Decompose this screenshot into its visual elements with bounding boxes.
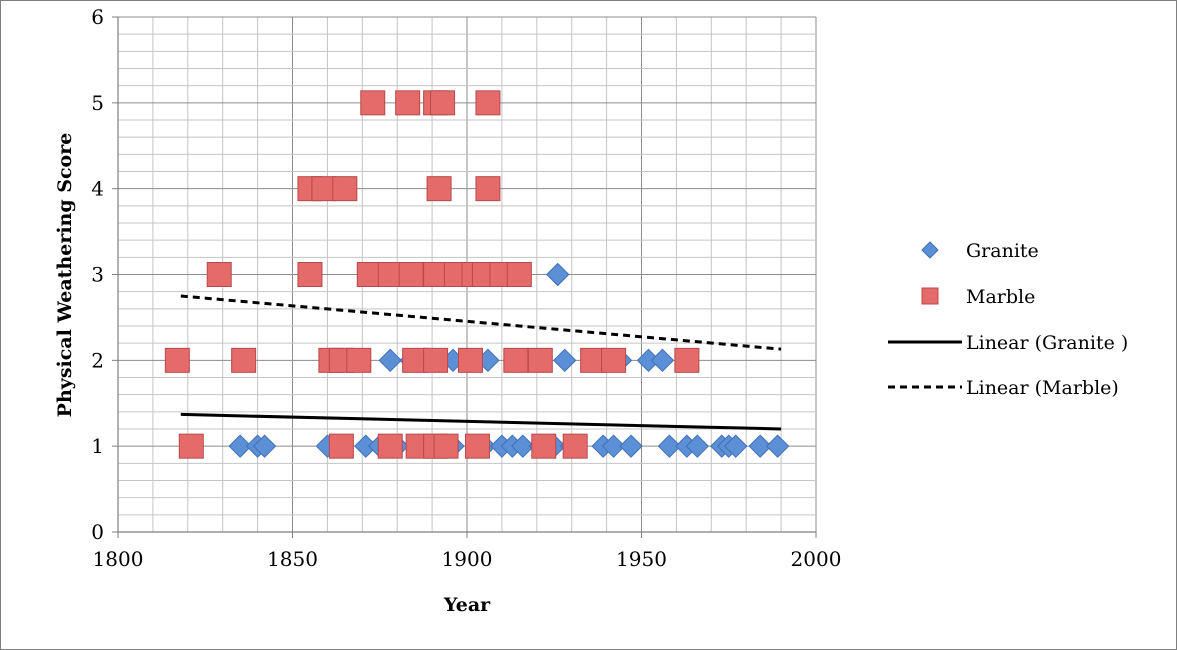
y-tick-label: 3 <box>91 263 104 287</box>
granite-point <box>650 348 675 373</box>
legend-label: Marble <box>966 286 1035 308</box>
legend-granite-marker <box>921 241 939 259</box>
trendline-marble <box>180 294 782 351</box>
granite-point <box>378 348 402 373</box>
marble-point <box>328 433 354 459</box>
marble-point <box>395 90 421 116</box>
marble-point <box>423 347 449 373</box>
marble-point <box>332 176 358 202</box>
marble-point <box>360 90 386 116</box>
marble-point <box>475 90 501 116</box>
x-tick-label: 1950 <box>616 547 667 571</box>
y-tick-labels: 0 1 2 3 4 5 6 <box>91 5 104 544</box>
y-tick-label: 5 <box>91 91 104 115</box>
x-axis-title: Year <box>443 594 491 616</box>
marble-point <box>503 347 529 373</box>
marble-point <box>601 347 627 373</box>
granite-point <box>685 434 710 458</box>
marble-point <box>457 347 483 373</box>
marble-point <box>464 433 490 459</box>
granite-point <box>765 434 790 458</box>
legend-label: Linear (Granite ) <box>966 332 1128 354</box>
x-tick-label: 2000 <box>791 547 842 571</box>
marble-point <box>356 262 382 287</box>
marble-point <box>402 347 428 373</box>
x-tick-labels: 1800 1850 1900 1950 2000 <box>93 547 842 571</box>
trendlines <box>180 294 782 431</box>
granite-point <box>553 348 577 373</box>
granite-point <box>252 434 277 458</box>
granite-point <box>601 434 626 458</box>
legend-label: Linear (Marble) <box>966 377 1119 399</box>
marble-point <box>426 176 452 202</box>
marble-point <box>475 176 501 202</box>
marble-point <box>423 262 449 287</box>
marble-point <box>231 347 257 373</box>
marble-point <box>580 347 606 373</box>
marble-point <box>297 262 323 287</box>
marble-point <box>531 433 557 459</box>
granite-point <box>657 434 682 458</box>
granite-point <box>546 262 570 287</box>
granite-point <box>724 434 748 458</box>
marble-point <box>506 262 532 287</box>
granite-point <box>748 434 772 458</box>
x-tick-label: 1900 <box>442 547 493 571</box>
legend-label: Granite <box>966 240 1039 262</box>
y-tick-label: 4 <box>91 177 104 201</box>
trendline-granite <box>180 412 782 431</box>
y-axis-title: Physical Weathering Score <box>54 133 76 418</box>
y-tick-label: 1 <box>91 434 104 458</box>
y-tick-label: 2 <box>91 348 104 372</box>
marble-point <box>398 262 424 287</box>
marble-point <box>433 433 459 459</box>
marble-point <box>178 433 204 459</box>
axes <box>112 16 817 538</box>
data-points <box>164 90 790 459</box>
y-tick-label: 0 <box>91 520 104 544</box>
marble-point <box>562 433 588 459</box>
marble-point <box>674 347 700 373</box>
marble-point <box>346 347 372 373</box>
marble-point <box>527 347 553 373</box>
legend: Granite Marble Linear (Granite ) Linear (Ma… <box>888 240 1128 399</box>
marble-point <box>430 90 456 116</box>
legend-marble-marker <box>921 287 939 305</box>
marble-point <box>377 262 403 287</box>
x-tick-label: 1850 <box>267 547 318 571</box>
y-tick-label: 6 <box>91 5 104 29</box>
x-tick-label: 1800 <box>93 547 144 571</box>
granite-point <box>511 434 535 458</box>
granite-point <box>619 434 643 458</box>
marble-point <box>164 347 190 373</box>
marble-point <box>377 433 403 459</box>
marble-point <box>311 176 337 202</box>
marble-point <box>206 262 232 287</box>
granite-point <box>228 434 252 458</box>
